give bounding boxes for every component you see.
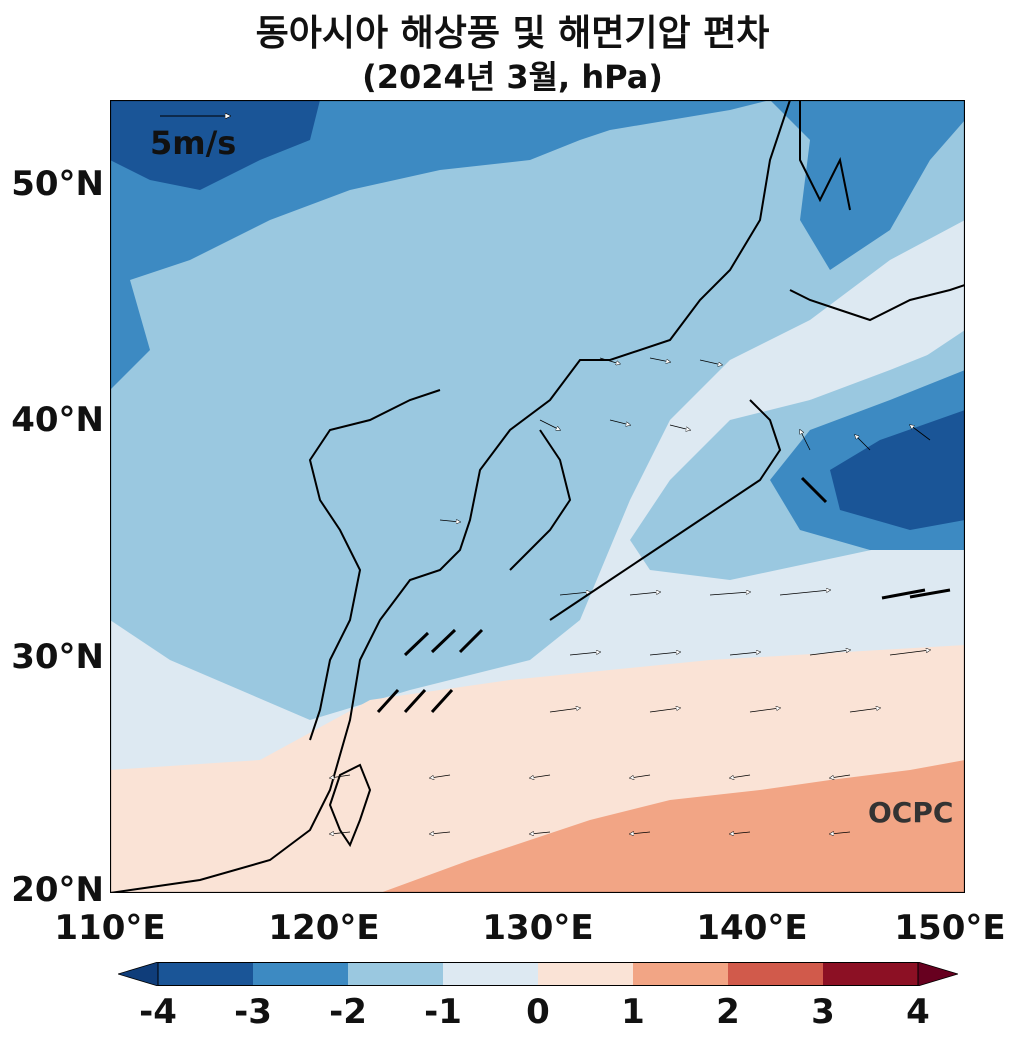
reference-vector-label: 5m/s: [150, 124, 236, 162]
colorbar-bin-1: [158, 962, 253, 986]
coastline: [110, 100, 965, 893]
colorbar-bin-3: [348, 962, 443, 986]
wind-vectors: [330, 357, 930, 834]
lat-tick-30: 30°N: [11, 637, 104, 677]
colorbar-bin-7: [728, 962, 823, 986]
colorbar-label-m2: -2: [329, 992, 367, 1032]
chart-title: 동아시아 해상풍 및 해면기압 편차: [255, 13, 770, 54]
colorbar-label-0: 0: [526, 992, 550, 1032]
colorbar-label-3: 3: [811, 992, 835, 1032]
colorbar-bin-6: [633, 962, 728, 986]
colorbar: [118, 962, 958, 986]
colorbar-frame: [157, 962, 919, 986]
strong-wind-vectors: [376, 476, 951, 714]
colorbar-extend-high: [917, 962, 958, 986]
anomaly-band-minus4-minus3: [110, 100, 320, 190]
colorbar-bin-4: [443, 962, 538, 986]
colorbar-bin-2: [253, 962, 348, 986]
map-frame: [110, 100, 965, 893]
anomaly-band-minus4-minus3-east: [830, 410, 965, 530]
colorbar-label-2: 2: [716, 992, 740, 1032]
lat-tick-40: 40°N: [11, 400, 104, 440]
colorbar-label-m1: -1: [424, 992, 462, 1032]
colorbar-extend-low: [118, 962, 159, 986]
colorbar-label-1: 1: [621, 992, 645, 1032]
colorbar-label-4: 4: [906, 992, 930, 1032]
anomaly-band-minus3-minus2-ne: [770, 100, 965, 270]
anomaly-band-minus3-minus2: [110, 100, 770, 390]
lon-tick-150: 150°E: [894, 908, 1006, 948]
lon-tick-110: 110°E: [54, 908, 166, 948]
colorbar-label-m3: -3: [234, 992, 272, 1032]
lon-tick-130: 130°E: [482, 908, 594, 948]
ocpc-watermark: OCPC: [868, 796, 953, 829]
colorbar-label-m4: -4: [139, 992, 177, 1032]
anomaly-band-1-2: [380, 760, 965, 893]
colorbar-bin-5: [538, 962, 633, 986]
lon-tick-140: 140°E: [696, 908, 808, 948]
chart-subtitle: (2024년 3월, hPa): [362, 58, 663, 96]
lat-tick-20: 20°N: [11, 870, 104, 910]
lon-tick-120: 120°E: [268, 908, 380, 948]
lat-tick-50: 50°N: [11, 164, 104, 204]
colorbar-bin-8: [823, 962, 918, 986]
pressure-anomaly-map: 5m/s OCPC: [110, 100, 965, 893]
